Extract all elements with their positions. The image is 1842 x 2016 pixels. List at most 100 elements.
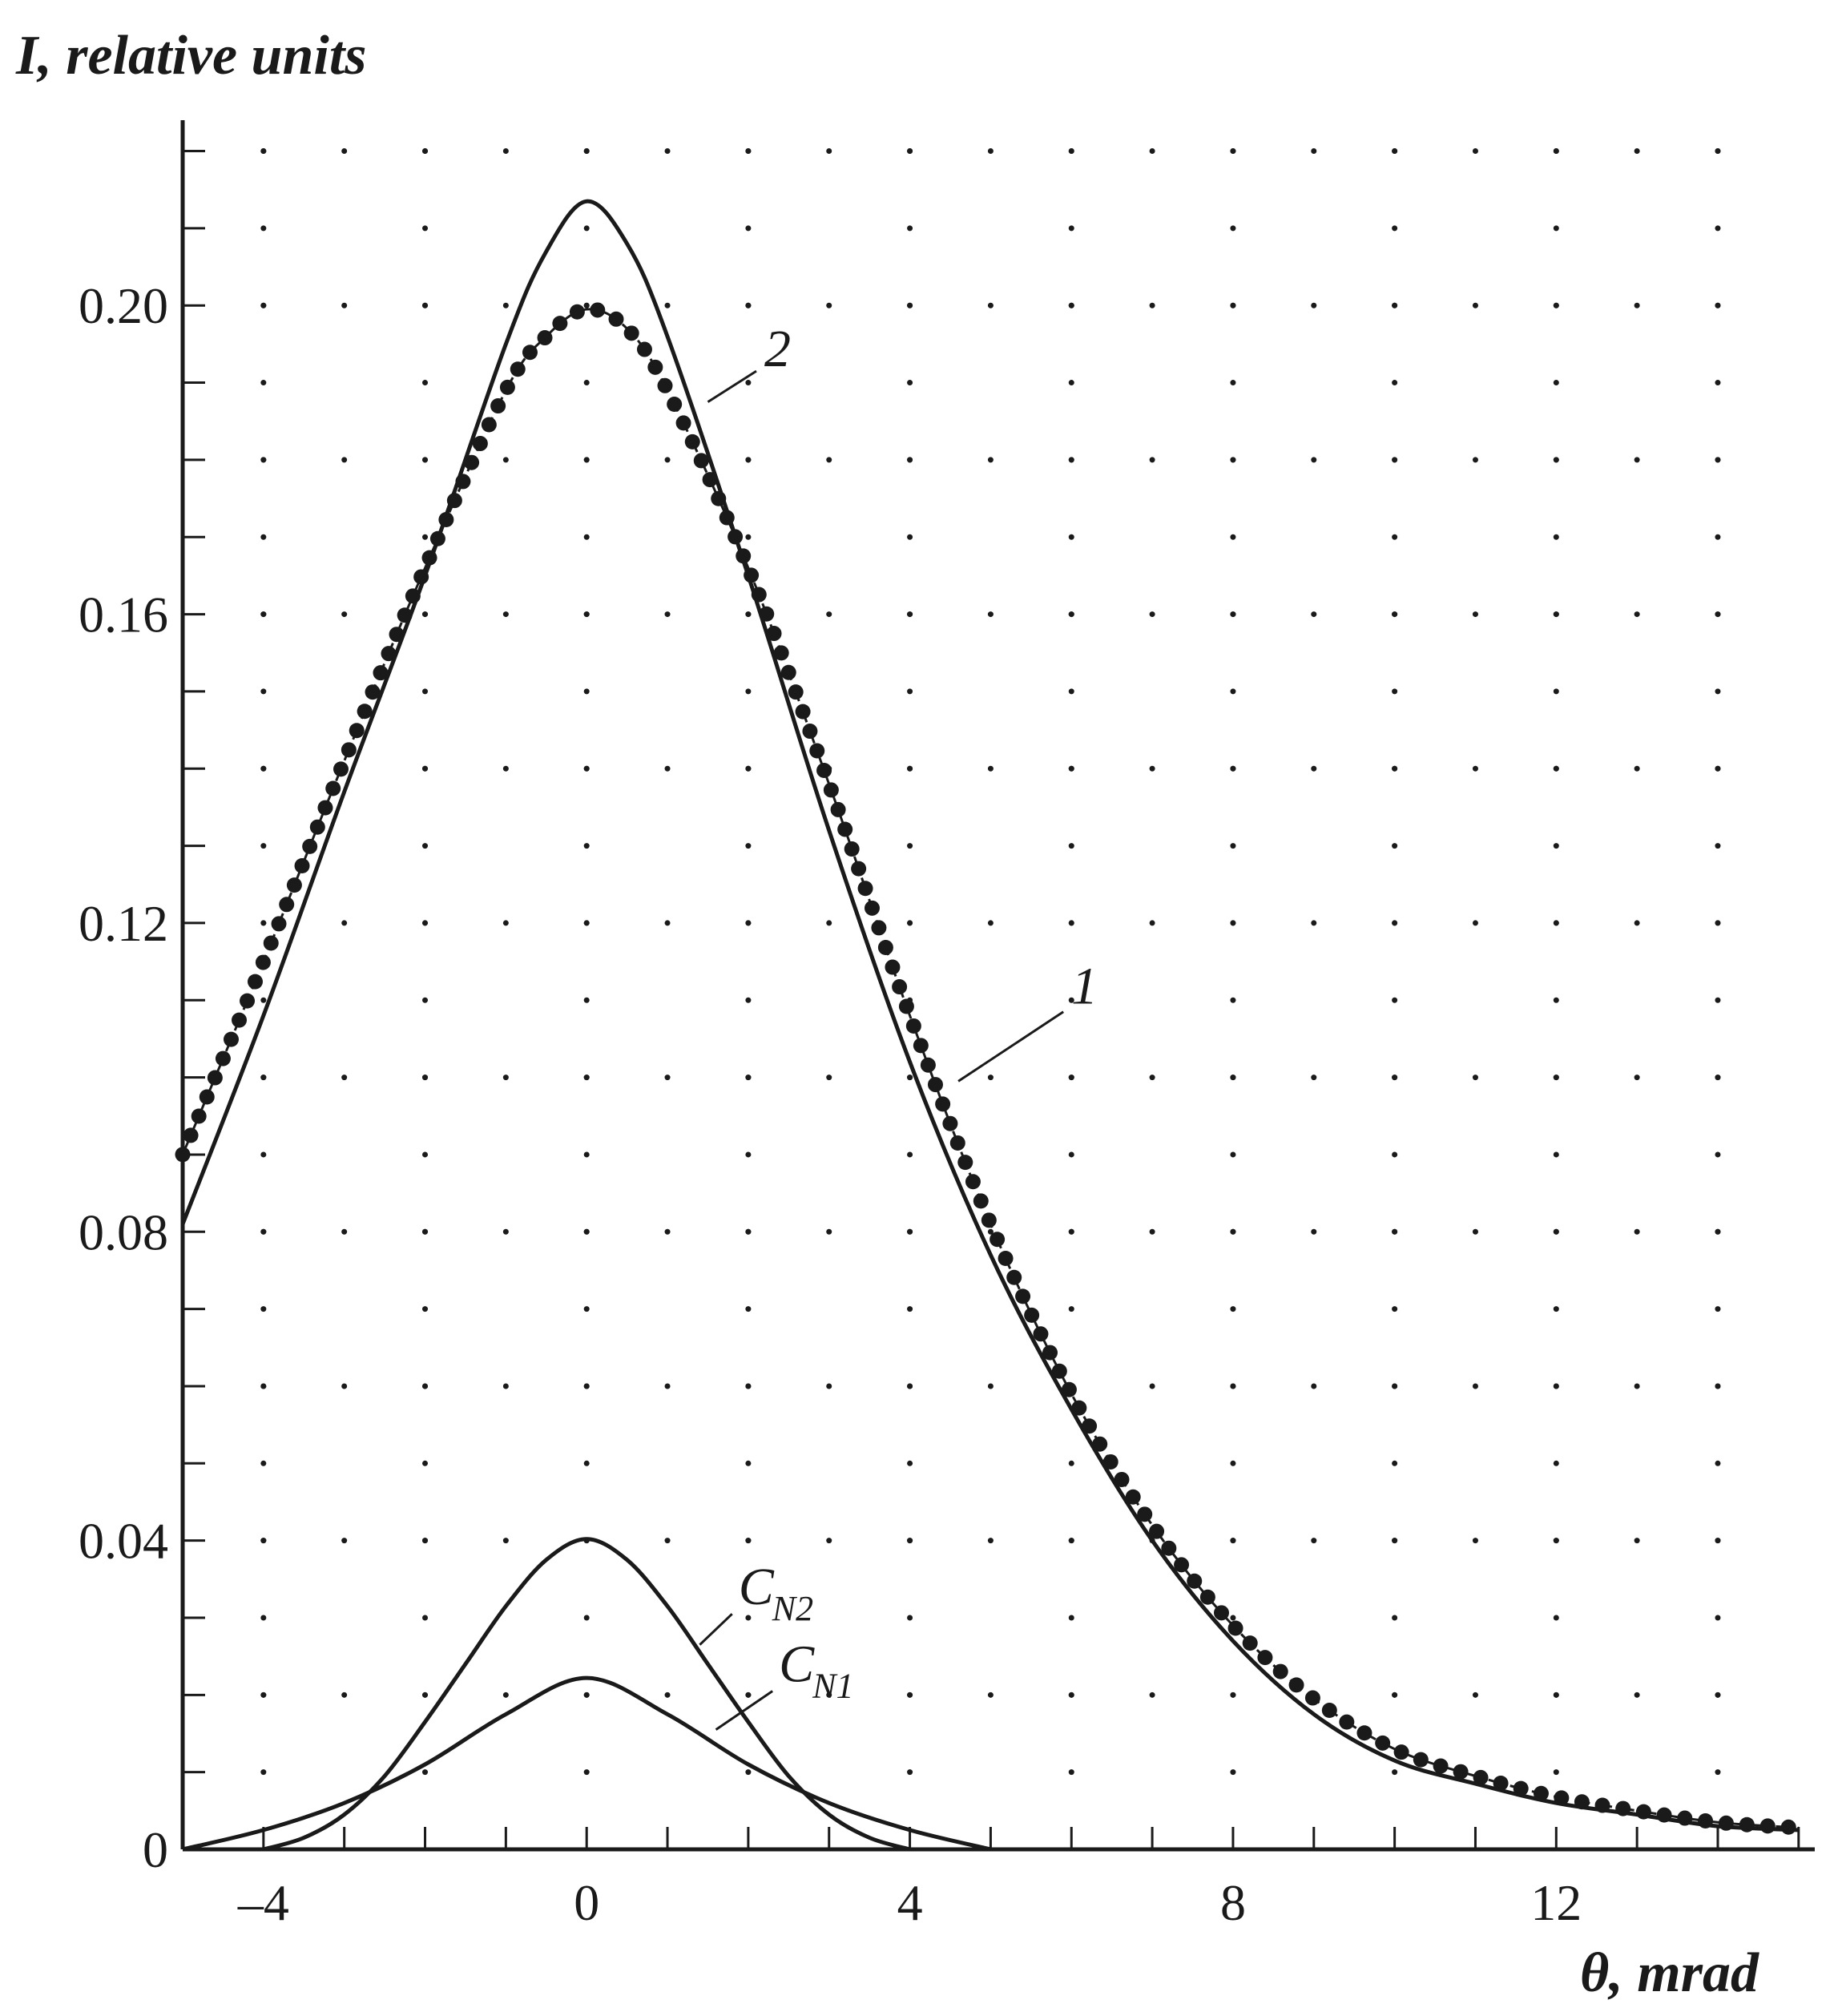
grid-dot — [1149, 1228, 1155, 1235]
grid-dot — [341, 920, 348, 926]
series-marker-2 — [464, 454, 480, 470]
series-marker-2 — [877, 939, 893, 955]
grid-dot — [664, 920, 671, 926]
grid-dot — [260, 611, 267, 618]
grid-dot — [826, 1228, 832, 1235]
series-marker-2 — [569, 304, 585, 320]
series-marker-2 — [1288, 1677, 1304, 1693]
grid-dot — [502, 765, 509, 772]
grid-dot — [260, 688, 267, 695]
series-marker-2 — [1149, 1523, 1165, 1539]
grid-dot — [260, 380, 267, 386]
grid-dot — [1472, 1691, 1478, 1698]
grid-dot — [260, 148, 267, 155]
grid-dot — [1392, 1306, 1398, 1312]
grid-dot — [1715, 225, 1721, 232]
series-marker-2 — [1698, 1813, 1714, 1829]
grid-dot — [826, 611, 832, 618]
series-marker-2 — [1272, 1663, 1288, 1679]
grid-dot — [1392, 920, 1398, 926]
grid-dot — [1068, 457, 1074, 463]
grid-dot — [1392, 1075, 1398, 1081]
grid-dot — [664, 302, 671, 308]
series-marker-2 — [809, 743, 825, 759]
grid-dot — [1068, 1075, 1074, 1081]
series-marker-2 — [736, 548, 752, 564]
grid-dot — [341, 1228, 348, 1235]
grid-dot — [1715, 534, 1721, 540]
grid-dot — [583, 843, 590, 849]
series-marker-2 — [510, 361, 526, 377]
grid-dot — [664, 1383, 671, 1389]
series-marker-2 — [1375, 1735, 1391, 1751]
grid-dot — [422, 1538, 429, 1544]
grid-dot — [826, 457, 832, 463]
grid-dot — [1230, 302, 1236, 308]
grid-dot — [1230, 920, 1236, 926]
series-marker-2 — [286, 877, 302, 893]
series-marker-2 — [455, 474, 471, 490]
series-marker-2 — [1227, 1620, 1243, 1636]
grid-dot — [1553, 1538, 1559, 1544]
series-marker-2 — [1114, 1471, 1130, 1487]
curve-label-1: 1 — [1071, 958, 1098, 1016]
grid-dot — [745, 1228, 752, 1235]
grid-dot — [1068, 843, 1074, 849]
series-marker-2 — [759, 606, 775, 622]
grid-dot — [1715, 1075, 1721, 1081]
grid-dot — [1553, 920, 1559, 926]
grid-dot — [260, 1460, 267, 1466]
series-marker-2 — [240, 993, 256, 1009]
grid-dot — [422, 534, 429, 540]
grid-dot — [1311, 457, 1317, 463]
grid-dot — [1553, 1769, 1559, 1776]
grid-dot — [583, 688, 590, 695]
grid-dot — [1634, 1383, 1640, 1389]
grid-dot — [907, 1383, 913, 1389]
grid-dot — [826, 1691, 832, 1698]
grid-dot — [907, 1228, 913, 1235]
grid-dot — [826, 1075, 832, 1081]
grid-dot — [1715, 1228, 1721, 1235]
grid-dot — [907, 765, 913, 772]
grid-dot — [1472, 1538, 1478, 1544]
grid-dot — [1392, 843, 1398, 849]
grid-dot — [341, 611, 348, 618]
grid-dot — [583, 1151, 590, 1158]
series-marker-2 — [325, 780, 341, 796]
grid-dot — [341, 1075, 348, 1081]
grid-dot — [1472, 611, 1478, 618]
series-marker-2 — [1339, 1714, 1355, 1730]
grid-dot — [260, 1615, 267, 1621]
grid-dot — [1068, 1460, 1074, 1466]
series-marker-2 — [1413, 1752, 1429, 1768]
grid-dot — [987, 148, 994, 155]
series-marker-2 — [702, 472, 718, 488]
grid-dot — [745, 457, 752, 463]
grid-dot — [1068, 380, 1074, 386]
series-marker-2 — [1533, 1785, 1549, 1801]
grid-dot — [907, 920, 913, 926]
leader-line-2 — [707, 369, 757, 403]
series-marker-2 — [973, 1193, 989, 1209]
series-marker-2 — [949, 1135, 965, 1151]
grid-dot — [1715, 457, 1721, 463]
grid-dot — [502, 1383, 509, 1389]
grid-dot — [422, 843, 429, 849]
series-marker-2 — [481, 417, 497, 433]
grid-dot — [583, 611, 590, 618]
grid-dot — [1715, 302, 1721, 308]
grid-dot — [260, 1228, 267, 1235]
grid-dot — [1634, 611, 1640, 618]
series-marker-2 — [1574, 1794, 1590, 1810]
series-marker-2 — [1071, 1400, 1087, 1416]
grid-dot — [907, 148, 913, 155]
grid-dot — [987, 1383, 994, 1389]
grid-dot — [502, 302, 509, 308]
series-marker-2 — [373, 665, 389, 681]
grid-dot — [1472, 1228, 1478, 1235]
grid-dot — [1392, 1538, 1398, 1544]
series-marker-2 — [215, 1050, 231, 1066]
series-marker-2 — [271, 916, 287, 932]
grid-dot — [1392, 688, 1398, 695]
